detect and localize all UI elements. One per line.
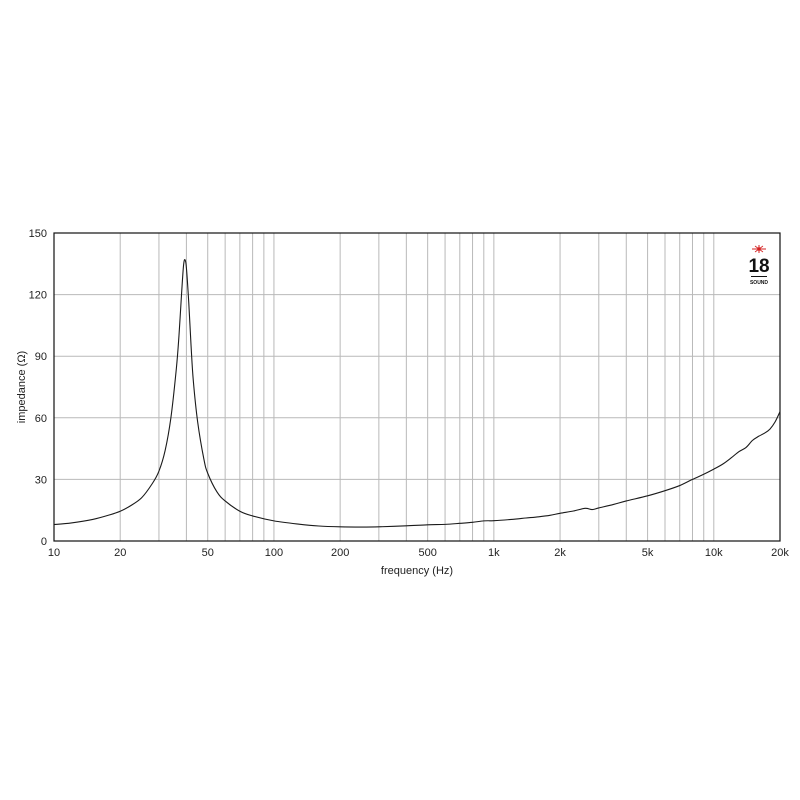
logo-number: 18 [748, 256, 769, 277]
x-tick-label: 500 [418, 547, 436, 559]
x-tick-label: 100 [265, 547, 283, 559]
x-tick-label: 50 [202, 547, 214, 559]
x-tick-label: 20 [114, 547, 126, 559]
x-tick-label: 5k [642, 547, 654, 559]
series-layer [53, 259, 781, 528]
x-tick-label: 20k [771, 547, 789, 559]
y-tick-label: 30 [35, 474, 47, 486]
y-axis-label: impedance (Ω) [16, 351, 28, 423]
x-axis-label: frequency (Hz) [381, 565, 453, 577]
logo-small-text: SOUND [750, 280, 768, 286]
plot-frame [53, 232, 781, 542]
y-tick-label: 0 [41, 536, 47, 548]
x-tick-label: 10k [705, 547, 723, 559]
y-tick-label: 60 [35, 413, 47, 425]
grid [54, 233, 780, 541]
x-tick-label: 1k [488, 547, 500, 559]
x-tick-label: 200 [331, 547, 349, 559]
brand-logo: 18 SOUND [748, 245, 770, 286]
impedance-curve [53, 259, 781, 528]
tick-labels: 10 20 50 100 200 500 1k 2k 5k 10k 20k 0 30 60 90 120 150 [29, 228, 790, 559]
star-icon [752, 245, 766, 253]
y-tick-label: 150 [29, 228, 47, 240]
y-tick-label: 90 [35, 351, 47, 363]
x-tick-label: 2k [554, 547, 566, 559]
y-tick-label: 120 [29, 290, 47, 302]
x-tick-label: 10 [48, 547, 60, 559]
